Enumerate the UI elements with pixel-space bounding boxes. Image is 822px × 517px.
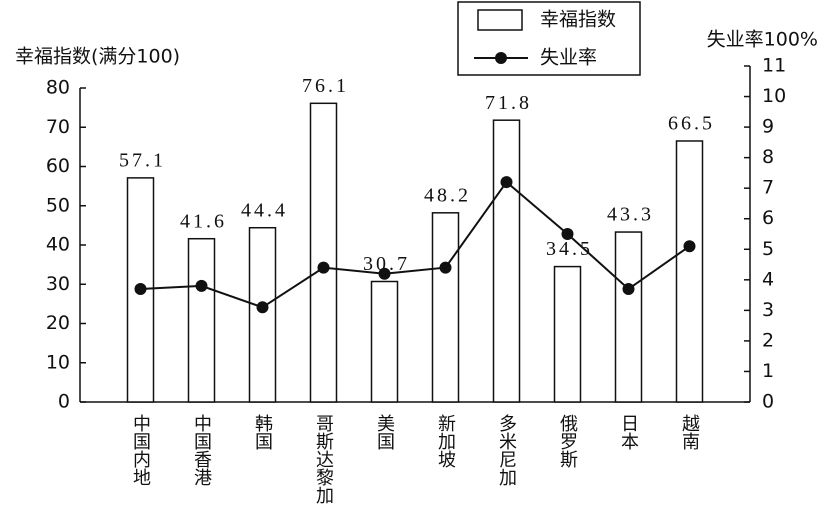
point xyxy=(500,176,513,189)
point xyxy=(317,261,330,274)
y2-tick-label: 3 xyxy=(762,299,774,321)
legend-swatch xyxy=(495,52,507,64)
y-tick-label: 20 xyxy=(46,312,70,334)
point xyxy=(439,261,452,274)
data-label: 44.4 xyxy=(241,199,288,221)
bar xyxy=(309,102,338,403)
bar xyxy=(431,212,460,403)
x-tick-label: 中国香港 xyxy=(191,414,212,486)
point xyxy=(622,282,635,295)
x-tick-label: 中国内地 xyxy=(130,414,151,486)
x-tick-label: 韩国 xyxy=(252,414,273,450)
y2-tick-label: 6 xyxy=(762,207,774,229)
point xyxy=(134,282,147,295)
point xyxy=(256,301,269,314)
x-tick-label: 多米尼加 xyxy=(496,414,517,486)
bar xyxy=(248,226,277,403)
y-tick-label: 70 xyxy=(46,116,70,138)
point xyxy=(195,279,208,292)
data-label: 66.5 xyxy=(668,113,715,135)
bar xyxy=(675,140,704,403)
y2-tick-label: 0 xyxy=(762,391,774,413)
data-label: 76.1 xyxy=(302,75,349,97)
y2-tick-label: 11 xyxy=(762,55,786,77)
bar xyxy=(187,237,216,403)
point xyxy=(561,228,574,240)
bar xyxy=(614,231,643,403)
y-tick-label: 10 xyxy=(46,351,70,373)
x-tick-label: 美国 xyxy=(374,414,395,450)
data-label: 34.5 xyxy=(546,238,593,260)
y-tick-label: 60 xyxy=(46,155,70,177)
legend-swatch xyxy=(477,9,523,31)
data-label: 48.2 xyxy=(424,184,471,206)
x-tick-label: 日本 xyxy=(618,414,639,450)
point xyxy=(378,267,391,280)
y2-axis-title: 失业率100% xyxy=(707,29,818,51)
bar xyxy=(553,265,582,403)
legend-label: 失业率 xyxy=(540,47,597,69)
data-label: 41.6 xyxy=(180,210,227,232)
y-tick-label: 50 xyxy=(46,194,70,216)
x-tick-label: 新加坡 xyxy=(435,414,456,468)
y-tick-label: 30 xyxy=(46,273,70,295)
point xyxy=(683,240,696,253)
x-tick-label: 哥斯达黎加 xyxy=(313,414,334,504)
x-tick-label: 越南 xyxy=(679,414,700,450)
data-label: 57.1 xyxy=(119,149,166,171)
bar xyxy=(370,280,399,403)
x-tick-label: 俄罗斯 xyxy=(557,414,578,469)
y2-tick-label: 2 xyxy=(762,329,774,351)
y2-tick-label: 5 xyxy=(762,238,774,260)
y2-tick-label: 4 xyxy=(762,268,774,290)
y2-tick-label: 10 xyxy=(762,85,786,107)
y2-tick-label: 9 xyxy=(762,116,774,138)
data-label: 30.7 xyxy=(363,253,410,275)
y2-tick-label: 1 xyxy=(762,360,774,382)
y-tick-label: 0 xyxy=(58,391,70,413)
y-tick-label: 80 xyxy=(46,77,70,99)
data-label: 71.8 xyxy=(485,92,532,114)
y2-tick-label: 7 xyxy=(762,177,774,199)
y-axis-title: 幸福指数(满分100) xyxy=(15,46,180,68)
line xyxy=(140,180,691,309)
y-tick-label: 40 xyxy=(46,234,70,256)
data-label: 43.3 xyxy=(607,204,654,226)
legend-label: 幸福指数 xyxy=(540,9,616,31)
bar xyxy=(492,119,521,403)
y2-tick-label: 8 xyxy=(762,146,774,168)
